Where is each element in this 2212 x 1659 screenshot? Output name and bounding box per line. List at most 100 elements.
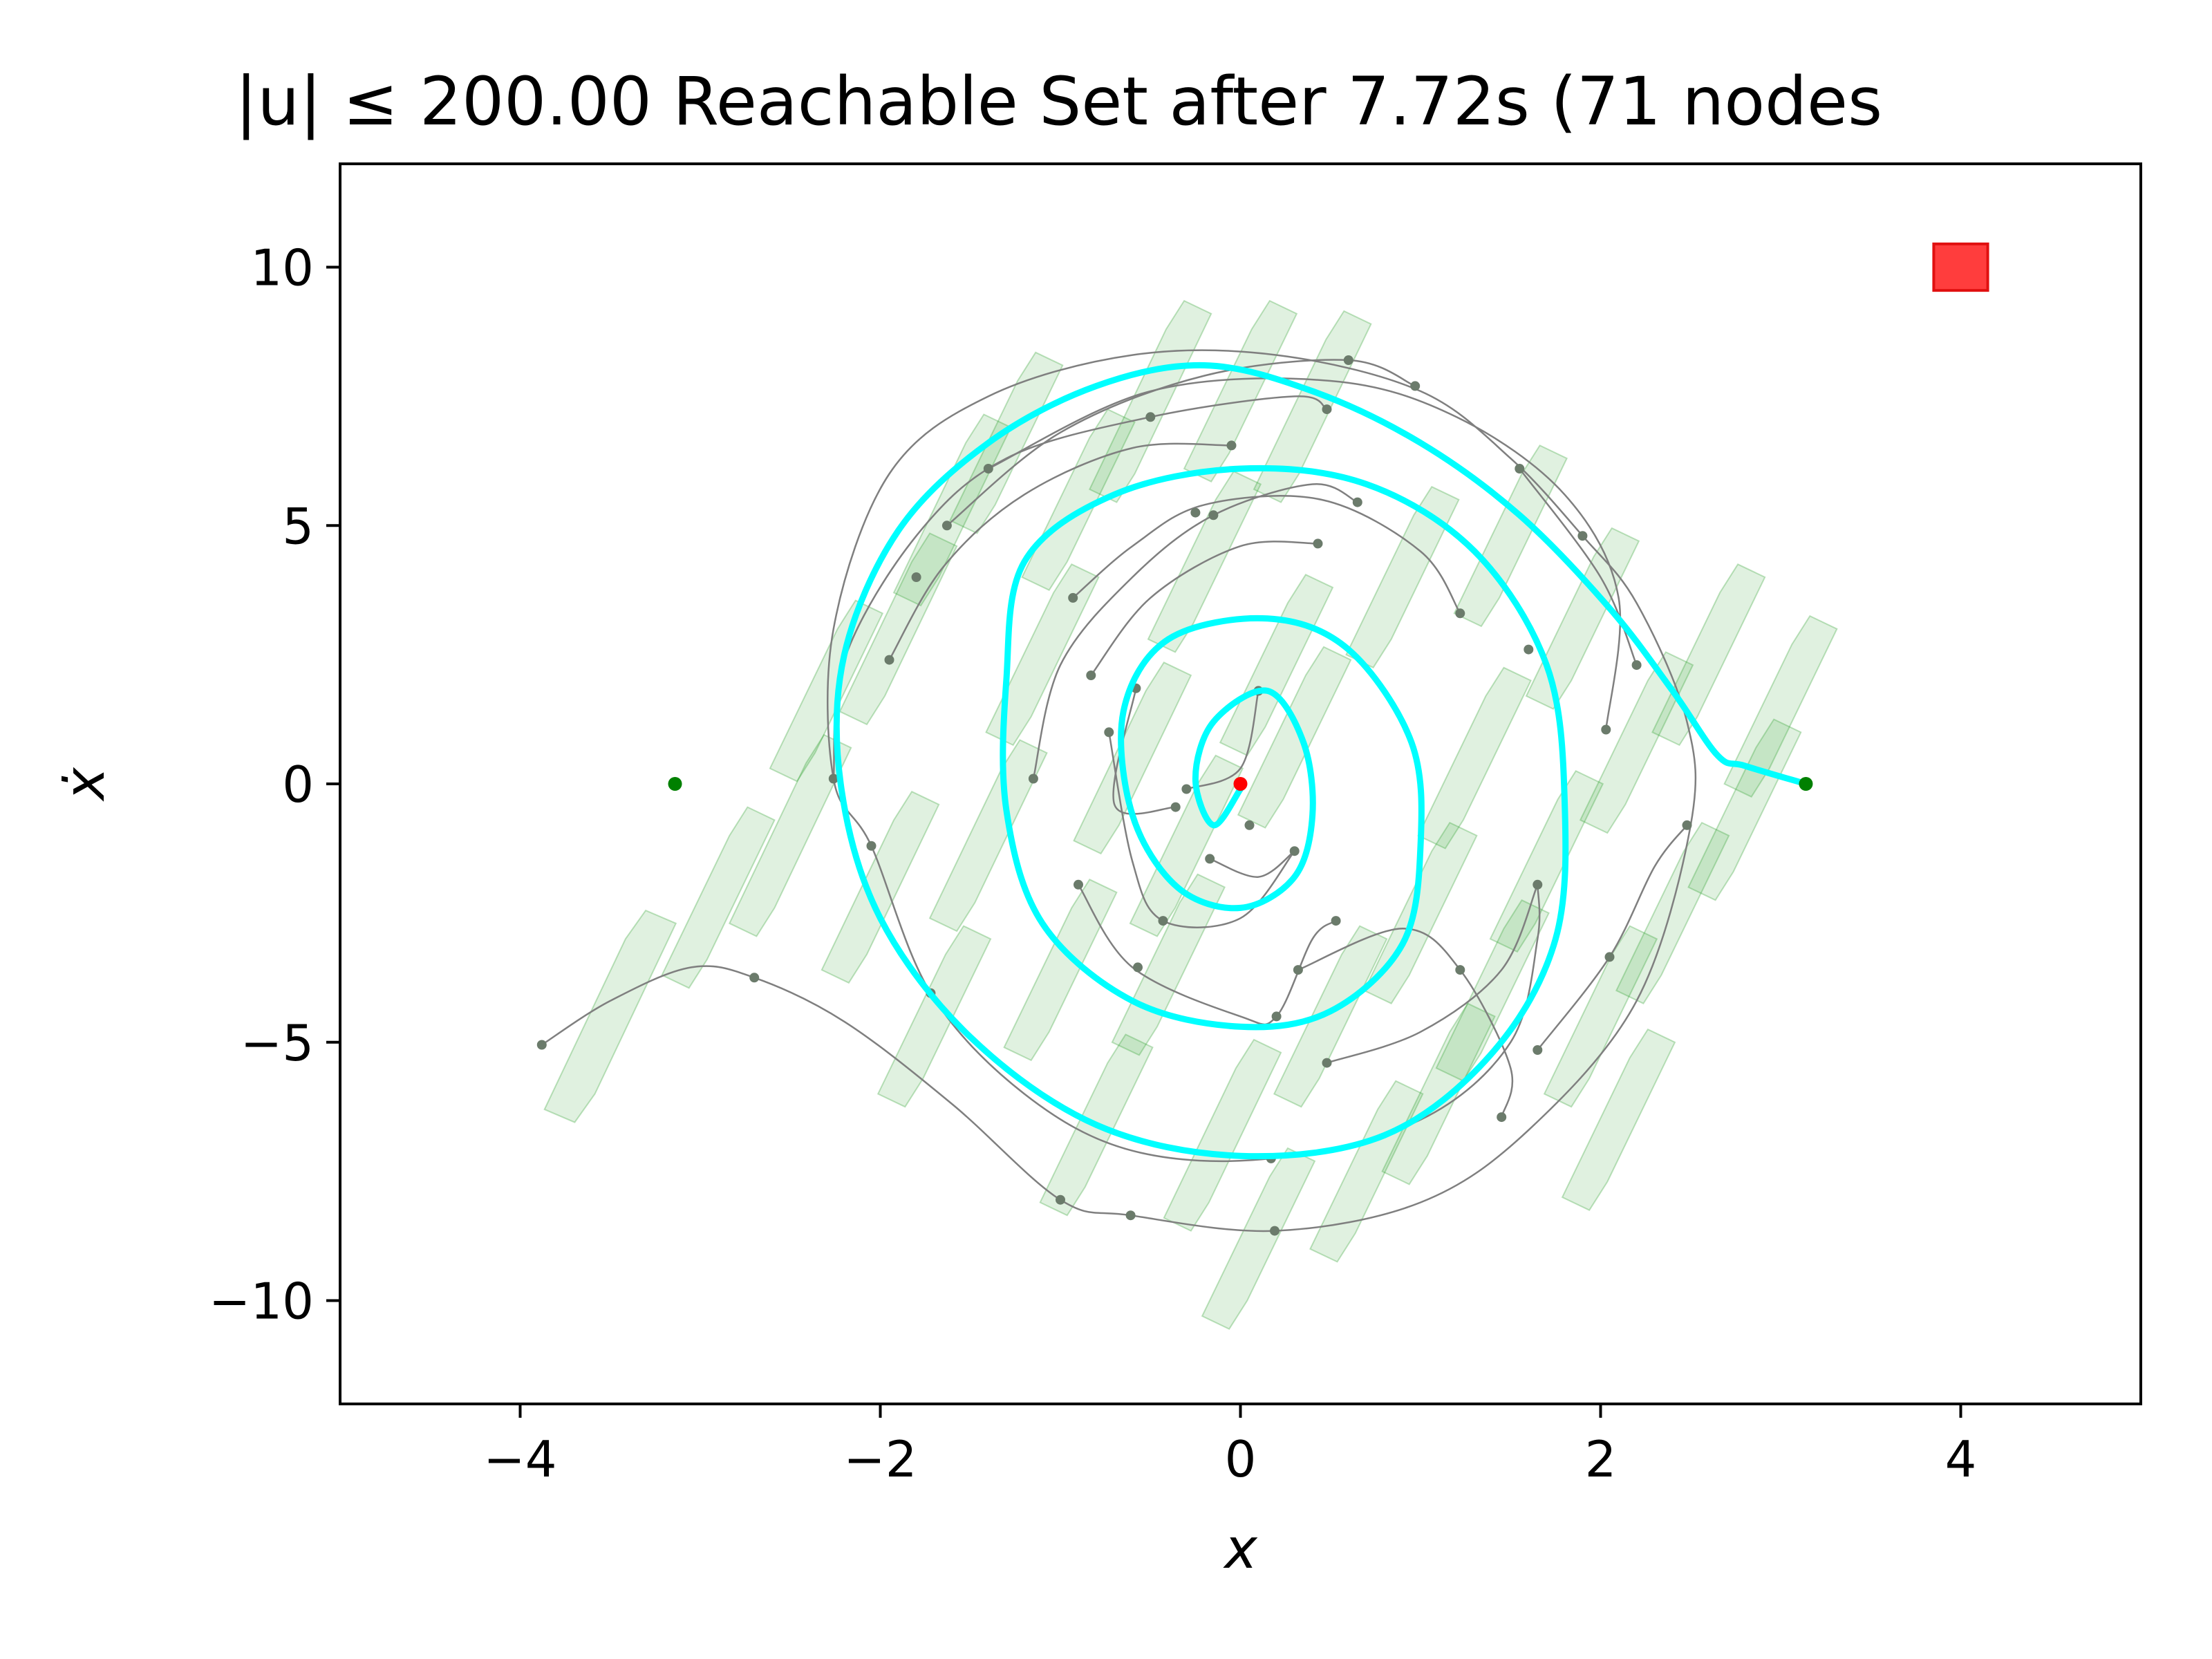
tree-node-5 <box>911 572 921 582</box>
tree-node-28 <box>1293 965 1303 975</box>
tree-edge-8 <box>1077 884 1337 1026</box>
goal-point-0 <box>668 777 682 791</box>
x-axis-ticks: −4 −2 0 2 4 <box>483 1404 1976 1488</box>
reachable-set-0 <box>543 909 677 1123</box>
reachable-set-23 <box>1273 925 1388 1108</box>
x-tick-label-2: 0 <box>1225 1430 1257 1488</box>
reachable-set-10 <box>985 563 1100 747</box>
reachable-set-31 <box>1489 770 1604 953</box>
tree-node-23 <box>1313 538 1323 549</box>
tree-node-6 <box>941 521 952 531</box>
y-tick-label-0: −10 <box>209 1273 314 1331</box>
reachable-set-4 <box>821 790 940 984</box>
tree-node-10 <box>1068 592 1078 603</box>
reachable-set-9 <box>949 351 1064 534</box>
x-tick-label-1: −2 <box>843 1430 917 1488</box>
tree-node-46 <box>1056 1194 1065 1205</box>
tree-node-11 <box>1086 671 1096 680</box>
chart-title: |u| ≤ 200.00 Reachable Set after 7.72s (… <box>235 63 1882 141</box>
tree-edge-15 <box>1185 691 1259 790</box>
goal-point-1 <box>1799 777 1813 791</box>
tree-node-51 <box>1244 820 1255 830</box>
reachable-set-25 <box>1345 485 1460 669</box>
tree-edge-0 <box>541 349 1697 1232</box>
tree-node-38 <box>1604 952 1615 962</box>
tree-node-19 <box>1190 507 1201 518</box>
reachable-set-41 <box>1237 646 1352 829</box>
tree-node-14 <box>1133 962 1143 973</box>
y-axis-ticks: −10 −5 0 5 10 <box>209 239 340 1331</box>
tree-node-24 <box>1322 404 1332 415</box>
reachable-set-38 <box>1723 615 1838 798</box>
tree-node-31 <box>1271 1011 1282 1022</box>
tree-edge-16 <box>1519 468 1638 666</box>
x-axis-label: x <box>1222 1517 1258 1581</box>
best-path-layer <box>833 362 1809 1160</box>
tree-node-3 <box>866 841 877 851</box>
tree-node-39 <box>1682 820 1692 830</box>
tree-edge-10 <box>1112 688 1176 815</box>
y-tick-label-4: 10 <box>250 239 314 297</box>
reachable-set-18 <box>1163 1038 1282 1232</box>
tree-node-25 <box>1343 355 1353 365</box>
tree-node-32 <box>1455 608 1465 619</box>
tree-edge-4 <box>988 377 1622 730</box>
reachable-set-1 <box>661 806 776 989</box>
tree-node-29 <box>1331 916 1341 926</box>
tree-edge-7 <box>1090 541 1318 676</box>
reachable-set-34 <box>1579 651 1694 834</box>
reachable-set-14 <box>1073 662 1192 855</box>
y-tick-label-2: 0 <box>282 756 314 814</box>
x-tick-label-3: 2 <box>1585 1430 1617 1488</box>
tree-node-13 <box>1104 727 1114 738</box>
reachable-set-24 <box>1309 1080 1424 1263</box>
markers-layer <box>668 242 1989 791</box>
goal-region-marker <box>1932 242 1989 292</box>
reachable-set-30 <box>1453 444 1568 628</box>
tree-edge-3 <box>946 359 1416 527</box>
reachable-set-28 <box>1417 666 1532 850</box>
y-axis-label: ẋ <box>53 767 117 803</box>
tree-node-17 <box>1145 412 1156 422</box>
tree-edge-2 <box>888 442 1232 661</box>
tree-node-0 <box>536 1040 547 1050</box>
tree-node-18 <box>1170 802 1181 812</box>
tree-node-22 <box>1226 440 1237 451</box>
tree-node-7 <box>983 464 993 474</box>
tree-node-44 <box>1270 1226 1280 1236</box>
reachable-set-16 <box>1111 873 1226 1056</box>
plot-area <box>536 242 1989 1330</box>
reachable-set-39 <box>1561 1028 1676 1211</box>
tree-node-27 <box>1352 497 1362 507</box>
start-point <box>1233 777 1248 791</box>
tree-node-16 <box>1158 916 1168 926</box>
reachable-set-27 <box>1381 1002 1496 1185</box>
tree-node-21 <box>1205 854 1215 864</box>
tree-node-12 <box>1074 879 1083 890</box>
reachable-set-22 <box>1253 310 1372 503</box>
x-tick-label-0: −4 <box>483 1430 556 1488</box>
reachable-set-32 <box>1525 527 1640 710</box>
tree-node-41 <box>1455 965 1465 975</box>
tree-node-30 <box>1289 846 1300 856</box>
tree-node-4 <box>884 655 894 665</box>
tree-node-33 <box>1524 644 1534 655</box>
y-tick-label-3: 5 <box>282 497 314 555</box>
tree-node-35 <box>1631 660 1642 671</box>
reachable-sets-layer <box>543 299 1838 1330</box>
reachable-set-2 <box>728 733 852 937</box>
tree-node-9 <box>1028 774 1038 784</box>
reachable-set-12 <box>1021 408 1136 591</box>
reachable-set-5 <box>838 532 958 726</box>
tree-node-26 <box>1410 381 1421 391</box>
x-tick-label-4: 4 <box>1945 1430 1977 1488</box>
reachable-set-37 <box>1687 718 1802 901</box>
y-tick-label-1: −5 <box>241 1014 314 1072</box>
tree-node-34 <box>1601 724 1611 735</box>
tree-node-49 <box>1181 784 1192 794</box>
tree-node-45 <box>1125 1210 1136 1221</box>
tree-edge-5 <box>1032 483 1358 779</box>
tree-edge-6 <box>1072 495 1461 614</box>
